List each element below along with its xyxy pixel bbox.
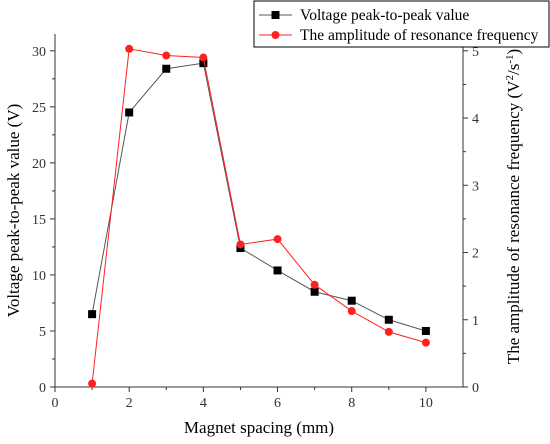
y-right-tick-label: 5 (472, 45, 479, 60)
y-right-axis-title-superscript: -1 (504, 54, 516, 63)
data-point-square (125, 108, 134, 117)
y-right-tick-label: 4 (472, 112, 479, 127)
series-line-2 (91, 48, 427, 384)
data-point-square (273, 266, 282, 275)
data-point-circle (199, 53, 208, 62)
data-point-circle (273, 235, 282, 244)
legend-marker-square (271, 11, 280, 19)
data-point-square (421, 326, 430, 335)
series-line-1 (91, 62, 427, 332)
data-point-square (384, 315, 393, 324)
y-right-tick-label: 2 (472, 247, 479, 262)
data-point-circle (384, 327, 393, 336)
legend-label-1: Voltage peak-to-peak value (300, 7, 469, 24)
x-tick-label: 8 (348, 396, 355, 411)
axes: 0 2 4 6 8 10 0 5 10 15 20 25 30 0 1 2 3 4 5 Magnet spacing … (4, 34, 523, 437)
legend-box (253, 0, 550, 48)
y-right-tick-label: 3 (472, 179, 479, 194)
y-right-tick-label: 0 (472, 381, 479, 396)
legend: Voltage peak-to-peak value The amplitude … (253, 0, 550, 48)
x-tick-label: 2 (126, 396, 133, 411)
data-point-circle (236, 240, 245, 249)
data-point-circle (347, 307, 356, 316)
y-left-tick-label: 15 (32, 213, 46, 228)
y-right-axis-title: The amplitude of resonance frequency (V2… (504, 49, 523, 364)
y-left-tick-label: 30 (32, 45, 46, 60)
data-point-circle (310, 280, 319, 289)
data-point-square (310, 287, 319, 296)
data-point-square (88, 310, 97, 319)
x-axis-title: Magnet spacing (mm) (184, 418, 334, 437)
y-left-tick-label: 0 (39, 381, 46, 396)
y-right-axis-title-part: The amplitude of resonance frequency (V (504, 80, 523, 364)
y-right-axis-title-part: ) (504, 49, 523, 55)
data-point-square (347, 296, 356, 305)
y-left-axis-title: Voltage peak-to-peak value (V) (4, 104, 23, 318)
data-point-square (162, 64, 171, 73)
y-left-tick-label: 5 (39, 325, 46, 340)
x-tick-label: 6 (274, 396, 281, 411)
data-point-circle (162, 51, 171, 60)
legend-marker-circle (271, 31, 280, 39)
legend-label-2: The amplitude of resonance frequency (300, 27, 539, 44)
y-right-axis-title-part: /s (504, 64, 523, 75)
data-point-circle (421, 338, 430, 347)
y-left-tick-label: 10 (32, 269, 46, 284)
data-point-circle (88, 379, 97, 388)
x-tick-label: 4 (200, 396, 207, 411)
y-left-tick-label: 25 (32, 101, 46, 116)
y-right-axis-title-superscript: 2 (504, 75, 516, 81)
y-left-tick-label: 20 (32, 157, 46, 172)
y-right-tick-label: 1 (472, 314, 479, 329)
x-tick-label: 10 (419, 396, 433, 411)
data-point-circle (125, 44, 134, 53)
data-point-square (199, 59, 208, 68)
series (88, 44, 430, 388)
x-tick-label: 0 (52, 396, 59, 411)
